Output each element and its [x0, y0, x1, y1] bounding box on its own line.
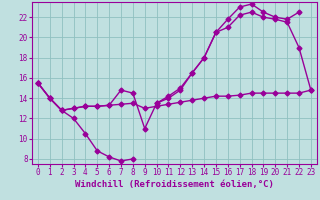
X-axis label: Windchill (Refroidissement éolien,°C): Windchill (Refroidissement éolien,°C) — [75, 180, 274, 189]
